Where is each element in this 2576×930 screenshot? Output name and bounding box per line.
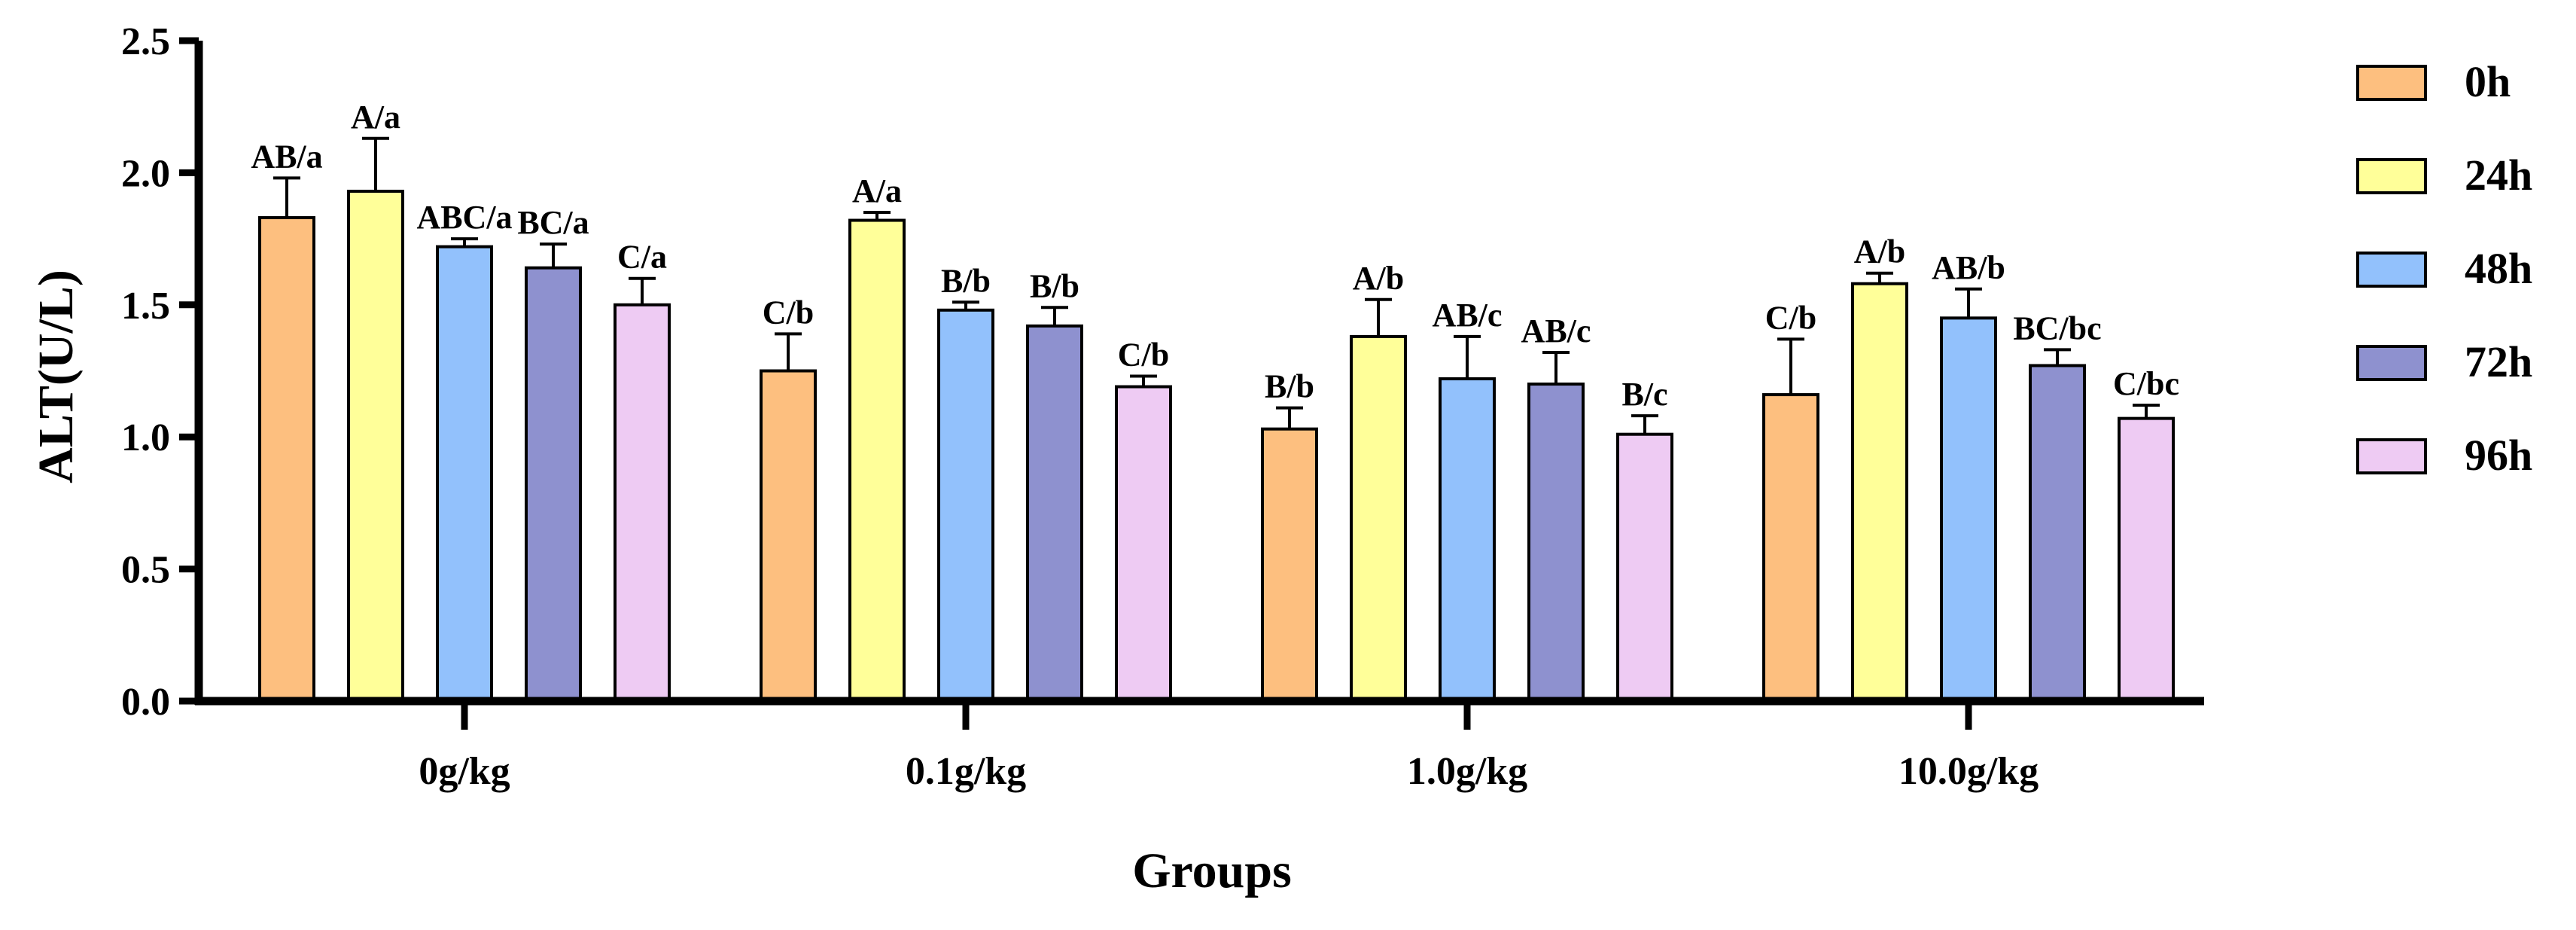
axes: 0.0 0.5 1.0 1.5 2.0 2.5 0g/kg 0.1g/kg 1.0g/kg 10.… xyxy=(121,20,2204,793)
bar xyxy=(937,308,994,703)
legend-swatch xyxy=(2356,158,2427,194)
bar xyxy=(2029,364,2086,703)
x-tick-label: 10.0g/kg xyxy=(1899,750,2039,793)
legend-swatch xyxy=(2356,438,2427,474)
bar xyxy=(1350,334,1407,703)
significance-label: A/a xyxy=(852,172,902,209)
significance-label: C/a xyxy=(617,239,667,276)
significance-label: B/c xyxy=(1621,376,1667,413)
bar xyxy=(436,245,493,703)
bar xyxy=(2118,416,2175,703)
legend-label: 96h xyxy=(2465,431,2532,480)
legend: 0h 24h 48h 72h 96h xyxy=(2356,57,2532,480)
significance-label: A/a xyxy=(351,99,400,136)
bar xyxy=(848,218,906,703)
legend-swatch xyxy=(2356,345,2427,381)
bar xyxy=(1527,383,1585,703)
bar xyxy=(1851,282,1908,703)
y-axis-title: ALT(U/L) xyxy=(29,270,84,483)
significance-label: A/b xyxy=(1353,260,1404,297)
significance-label: AB/c xyxy=(1433,297,1503,334)
bar xyxy=(1762,393,1819,703)
x-tick-label: 0g/kg xyxy=(419,750,510,793)
legend-label: 24h xyxy=(2465,151,2532,200)
y-tick-label: 1.5 xyxy=(121,285,170,328)
plot-area: AB/a A/a ABC/a BC/a C/a C/b A/a B/b B/b C/b B/b A/b… xyxy=(251,99,2179,703)
significance-label: B/b xyxy=(1030,267,1079,304)
legend-swatch xyxy=(2356,252,2427,288)
bar xyxy=(1261,427,1318,703)
x-tick-label: 1.0g/kg xyxy=(1407,750,1527,793)
significance-label: C/b xyxy=(1118,337,1169,374)
bar xyxy=(1616,432,1673,703)
x-axis-title: Groups xyxy=(1132,843,1292,898)
bar xyxy=(258,216,315,703)
y-tick-label: 2.5 xyxy=(121,20,170,63)
bar xyxy=(614,303,671,703)
y-tick-label: 0.5 xyxy=(121,549,170,592)
bar xyxy=(1115,385,1172,703)
bar xyxy=(760,369,817,703)
legend-label: 72h xyxy=(2465,337,2532,386)
legend-label: 0h xyxy=(2465,57,2511,106)
y-tick-label: 0.0 xyxy=(121,681,170,724)
x-tick-label: 0.1g/kg xyxy=(906,750,1026,793)
legend-label: 48h xyxy=(2465,244,2532,293)
significance-label: AB/c xyxy=(1521,313,1591,349)
significance-label: C/b xyxy=(763,294,814,331)
significance-label: B/b xyxy=(941,262,991,299)
significance-label: BC/bc xyxy=(2013,309,2101,346)
bar xyxy=(525,266,582,703)
bar xyxy=(1026,324,1083,703)
significance-label: C/b xyxy=(1765,299,1816,336)
significance-label: AB/b xyxy=(1932,249,2005,286)
significance-label: AB/a xyxy=(251,138,322,175)
significance-label: ABC/a xyxy=(416,199,512,236)
bar xyxy=(1439,377,1496,703)
y-tick-label: 2.0 xyxy=(121,152,170,195)
bar xyxy=(347,189,404,703)
bar xyxy=(1940,316,1997,703)
significance-label: A/b xyxy=(1854,233,1905,270)
legend-swatch xyxy=(2356,65,2427,101)
y-tick-label: 1.0 xyxy=(121,416,170,459)
significance-label: BC/a xyxy=(517,204,589,241)
significance-label: C/bc xyxy=(2113,365,2179,402)
significance-label: B/b xyxy=(1265,368,1314,405)
